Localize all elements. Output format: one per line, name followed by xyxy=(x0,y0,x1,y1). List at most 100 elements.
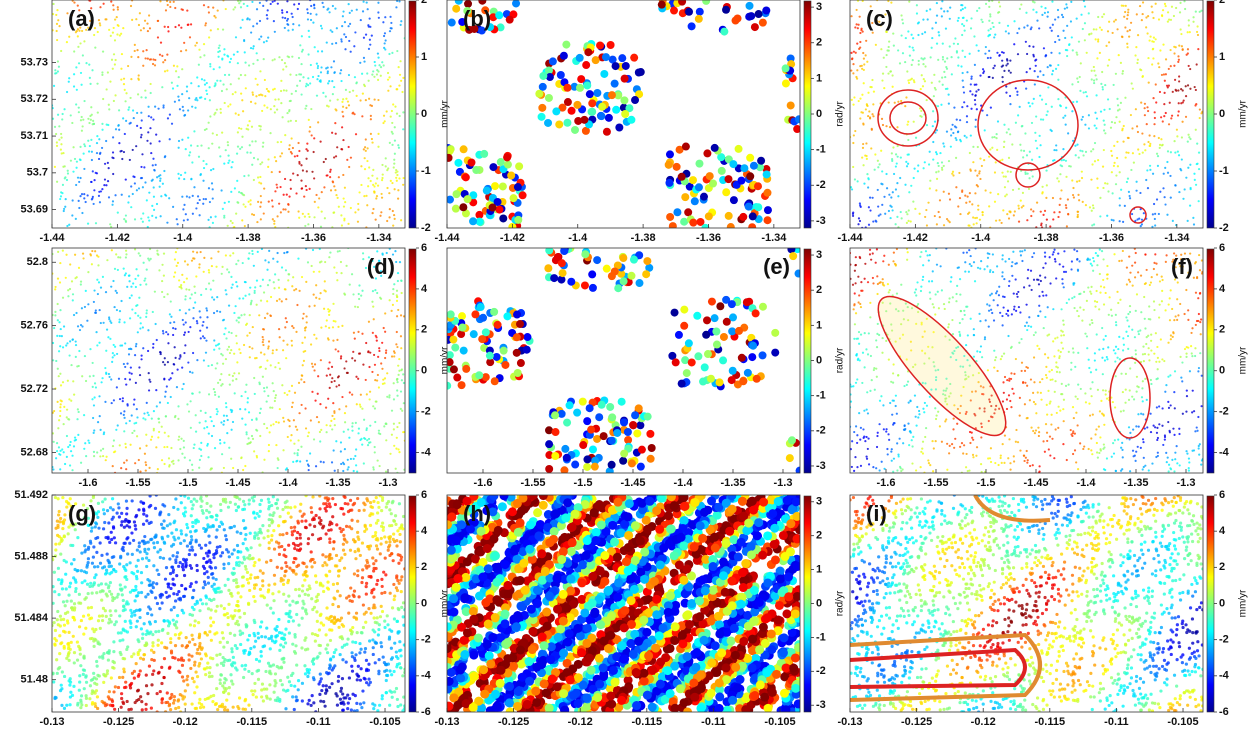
texture-dot xyxy=(110,285,113,288)
texture-blob xyxy=(722,295,731,304)
texture-dot xyxy=(79,158,82,162)
texture-dot xyxy=(96,344,99,347)
texture-dot xyxy=(72,146,75,149)
texture-dot xyxy=(863,182,866,185)
texture-dot xyxy=(237,77,240,80)
texture-dot xyxy=(138,373,142,377)
texture-dot xyxy=(236,131,239,134)
texture-dot xyxy=(986,114,989,117)
texture-dot xyxy=(124,272,127,275)
texture-dot xyxy=(395,330,398,334)
texture-dot xyxy=(272,88,275,91)
texture-dot xyxy=(110,321,113,325)
texture-dot xyxy=(98,308,101,312)
texture-dot xyxy=(184,321,187,324)
texture-dot xyxy=(247,200,250,203)
texture-dot xyxy=(368,390,372,393)
texture-dot xyxy=(124,100,127,103)
texture-dot xyxy=(1041,185,1044,188)
texture-dot xyxy=(265,14,268,17)
texture-blob xyxy=(689,218,698,227)
texture-dot xyxy=(58,334,61,338)
texture-dot xyxy=(189,326,192,329)
texture-dot xyxy=(64,205,67,208)
texture-dot xyxy=(969,27,973,30)
texture-dot xyxy=(911,59,914,62)
texture-dot xyxy=(284,326,287,329)
texture-dot xyxy=(388,192,391,195)
texture-dot xyxy=(336,196,339,199)
texture-dot xyxy=(347,222,350,225)
texture-dot xyxy=(904,60,907,64)
texture-dot xyxy=(989,15,992,18)
texture-dot xyxy=(75,103,78,106)
texture-dot xyxy=(896,215,899,218)
texture-dot xyxy=(234,91,237,94)
texture-dot xyxy=(276,108,279,111)
texture-dot xyxy=(355,81,358,84)
texture-dot xyxy=(362,462,365,465)
texture-dot xyxy=(1013,305,1016,308)
texture-dot xyxy=(318,297,321,300)
texture-dot xyxy=(948,45,951,48)
texture-dot xyxy=(84,289,87,293)
texture-dot xyxy=(934,88,937,91)
texture-dot xyxy=(968,151,971,155)
texture-dot xyxy=(211,221,215,225)
texture-dot xyxy=(1096,177,1099,180)
texture-dot xyxy=(1076,213,1079,216)
texture-dot xyxy=(75,66,78,69)
texture-blob xyxy=(593,88,602,97)
texture-dot xyxy=(174,70,178,73)
texture-dot xyxy=(362,56,366,60)
panel: -1.44-1.42-1.4-1.38-1.36-1.34(c)-2-1012m… xyxy=(837,0,1249,244)
texture-dot xyxy=(251,347,254,350)
texture-dot xyxy=(852,211,855,214)
texture-dot xyxy=(182,219,185,222)
texture-dot xyxy=(88,121,91,125)
texture-dot xyxy=(1028,316,1031,319)
texture-dot xyxy=(1118,171,1121,174)
texture-dot xyxy=(1035,11,1038,14)
texture-dot xyxy=(317,74,320,78)
texture-dot xyxy=(890,1,893,4)
texture-dot xyxy=(1180,32,1183,36)
texture-dot xyxy=(1148,134,1151,137)
texture-dot xyxy=(1005,64,1008,67)
texture-dot xyxy=(1139,208,1142,211)
texture-dot xyxy=(170,315,173,318)
texture-dot xyxy=(159,352,162,356)
texture-dot xyxy=(342,115,345,118)
texture-dot xyxy=(388,394,391,397)
texture-blob xyxy=(687,22,696,31)
texture-blob xyxy=(481,373,490,382)
texture-dot xyxy=(386,169,389,172)
texture-blob xyxy=(587,107,596,116)
texture-dot xyxy=(275,443,278,447)
texture-blob xyxy=(516,320,525,329)
texture-dot xyxy=(235,378,238,381)
texture-dot xyxy=(144,418,147,421)
texture-dot xyxy=(91,416,95,420)
texture-dot xyxy=(382,326,385,330)
texture-dot xyxy=(298,216,301,219)
texture-dot xyxy=(954,156,958,159)
texture-dot xyxy=(862,68,865,72)
texture-dot xyxy=(307,118,310,121)
texture-dot xyxy=(177,459,180,462)
texture-dot xyxy=(72,313,76,317)
texture-dot xyxy=(1128,197,1132,200)
texture-dot xyxy=(174,251,177,254)
texture-dot xyxy=(398,421,401,425)
texture-dot xyxy=(943,145,946,148)
texture-dot xyxy=(1139,224,1142,228)
texture-dot xyxy=(321,1,324,5)
texture-dot xyxy=(1129,21,1133,24)
texture-dot xyxy=(296,174,299,177)
texture-dot xyxy=(1111,192,1114,195)
texture-dot xyxy=(221,265,224,268)
texture-dot xyxy=(294,425,297,428)
texture-dot xyxy=(396,425,399,429)
texture-dot xyxy=(333,411,336,414)
texture-dot xyxy=(941,83,944,86)
